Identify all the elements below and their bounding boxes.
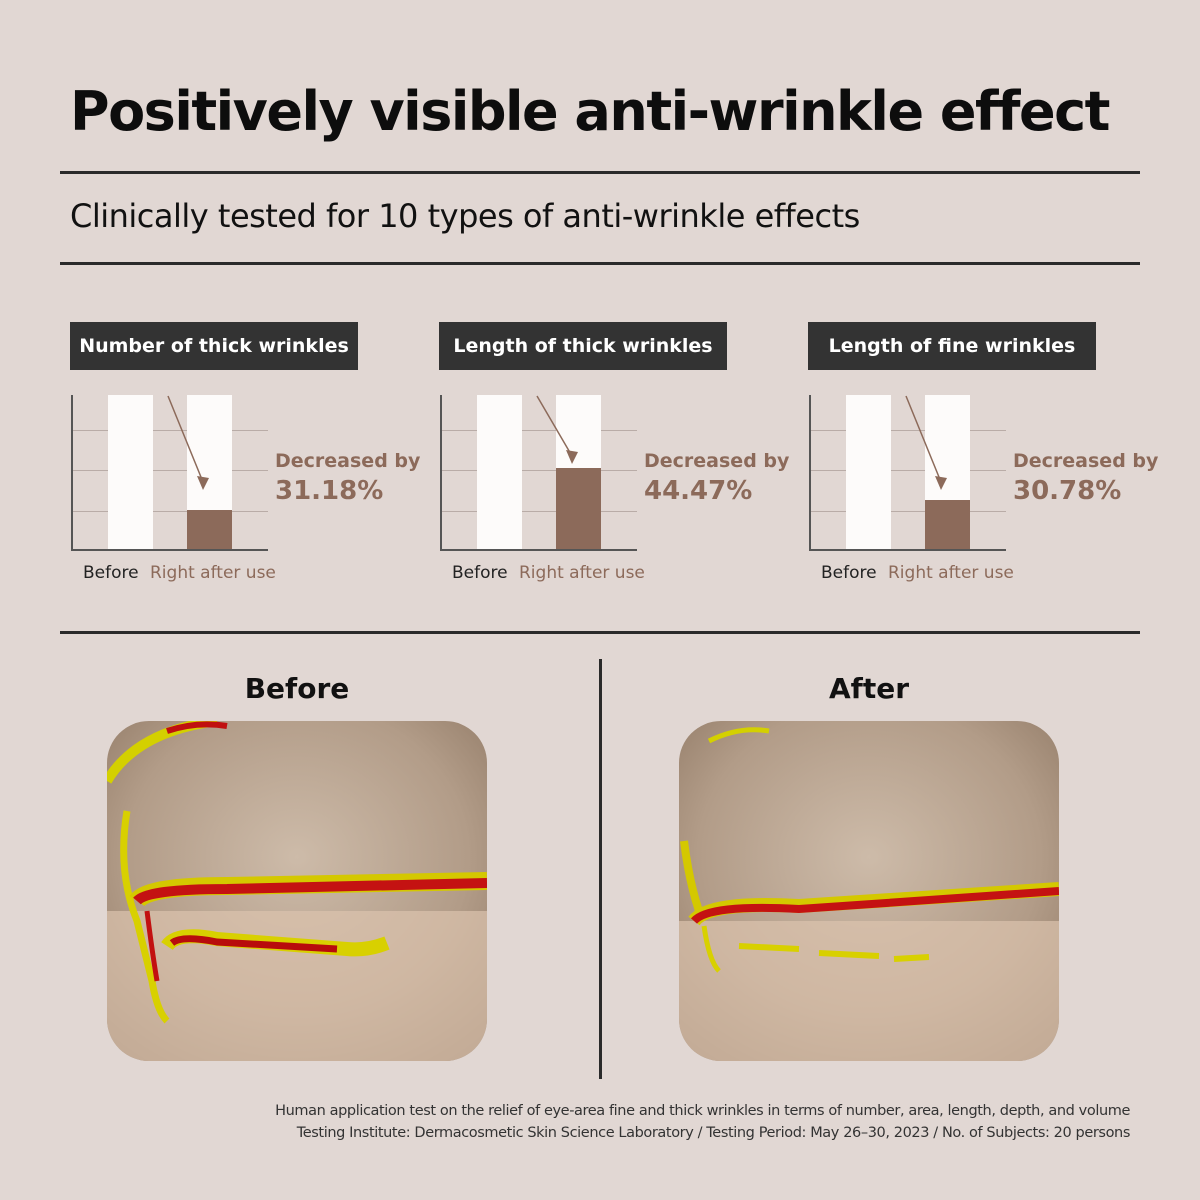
before-bar <box>846 395 891 550</box>
y-axis <box>809 395 811 551</box>
gridline <box>442 511 637 512</box>
after-axis-label: Right after use <box>519 563 645 583</box>
footnote-line-1: Human application test on the relief of … <box>275 1103 1130 1119</box>
gridline <box>73 430 268 431</box>
after-skin-image <box>679 721 1059 1061</box>
divider <box>60 631 1140 634</box>
decrease-label: Decreased by <box>275 450 421 472</box>
chart-label: Number of thick wrinkles <box>70 322 358 370</box>
chart-panel: Length of thick wrinkles Before Right af… <box>439 322 799 592</box>
gridline <box>442 470 637 471</box>
gridline <box>811 470 1006 471</box>
before-axis-label: Before <box>452 563 508 583</box>
chart-label: Length of thick wrinkles <box>439 322 727 370</box>
x-axis <box>71 549 268 551</box>
arrow-icon <box>905 395 947 490</box>
gridline <box>73 511 268 512</box>
after-axis-label: Right after use <box>888 563 1014 583</box>
after-bar-fill <box>925 500 970 550</box>
before-bar <box>108 395 153 550</box>
decrease-value: 31.18% <box>275 476 384 506</box>
before-title: Before <box>244 672 350 705</box>
decrease-value: 30.78% <box>1013 476 1122 506</box>
divider <box>60 171 1140 174</box>
gridline <box>811 430 1006 431</box>
after-bar-fill <box>187 510 232 550</box>
y-axis <box>71 395 73 551</box>
after-bar <box>925 395 970 550</box>
vertical-divider <box>599 659 602 1079</box>
chart-panel: Length of fine wrinkles Before Right aft… <box>808 322 1168 592</box>
after-axis-label: Right after use <box>150 563 276 583</box>
before-axis-label: Before <box>821 563 877 583</box>
decrease-label: Decreased by <box>1013 450 1159 472</box>
before-skin-image <box>107 721 487 1061</box>
after-bar <box>556 395 601 550</box>
before-axis-label: Before <box>83 563 139 583</box>
gridline <box>73 470 268 471</box>
arrow-icon <box>536 395 578 464</box>
gridline <box>811 511 1006 512</box>
divider <box>60 262 1140 265</box>
arrow-icon <box>167 395 209 490</box>
chart-label: Length of fine wrinkles <box>808 322 1096 370</box>
x-axis <box>809 549 1006 551</box>
subtitle: Clinically tested for 10 types of anti-w… <box>70 197 860 235</box>
after-title: After <box>828 672 910 705</box>
y-axis <box>440 395 442 551</box>
decrease-label: Decreased by <box>644 450 790 472</box>
decrease-value: 44.47% <box>644 476 753 506</box>
x-axis <box>440 549 637 551</box>
gridline <box>442 430 637 431</box>
after-bar-fill <box>556 468 601 550</box>
before-bar <box>477 395 522 550</box>
after-bar <box>187 395 232 550</box>
chart-panel: Number of thick wrinkles Before Right af… <box>70 322 430 592</box>
footnote-line-2: Testing Institute: Dermacosmetic Skin Sc… <box>296 1125 1131 1141</box>
page-title: Positively visible anti-wrinkle effect <box>70 80 1110 143</box>
